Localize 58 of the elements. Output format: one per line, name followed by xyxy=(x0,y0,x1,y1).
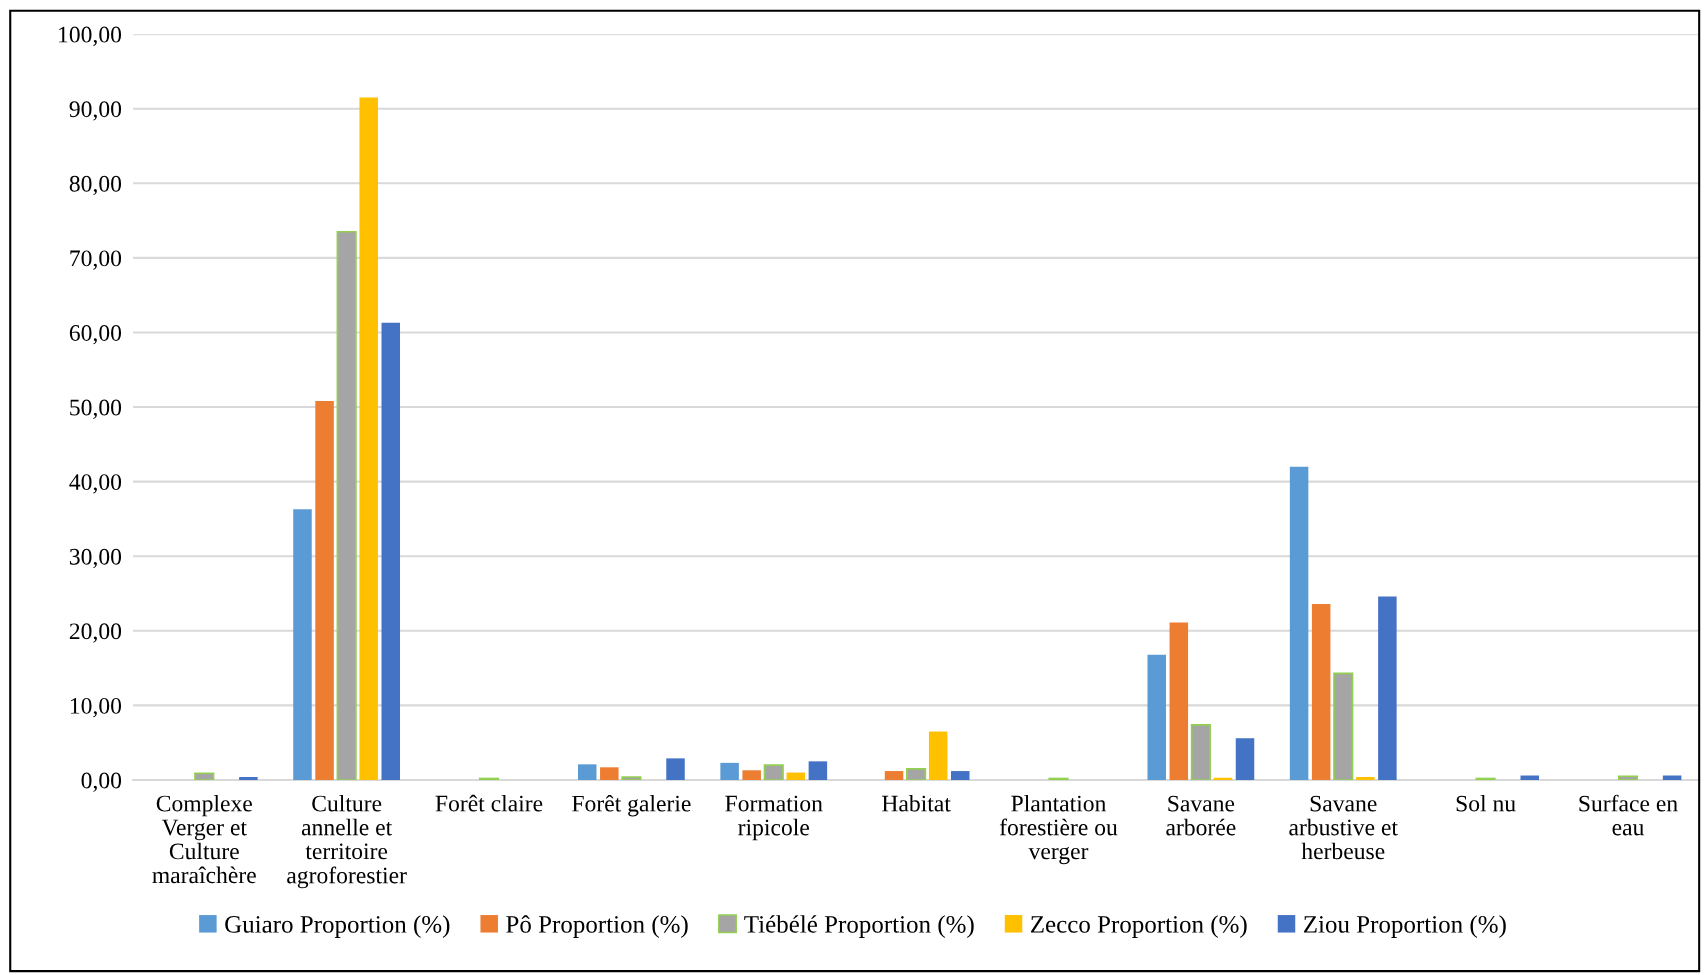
x-tick-label: Surface en eau xyxy=(1579,794,1678,836)
x-tick-label: Sol nu xyxy=(1456,794,1516,812)
x-tick-label: Forêt claire xyxy=(435,794,543,812)
y-tick-label: 100,00 xyxy=(59,26,122,46)
y-tick-label: 10,00 xyxy=(70,697,122,718)
legend-label: Pô Proportion (%) xyxy=(506,915,688,938)
x-tick-label: Habitat xyxy=(882,794,951,812)
y-tick-label: 80,00 xyxy=(69,175,122,196)
bar xyxy=(1378,596,1397,780)
x-tick-label: Savane arborée xyxy=(1166,795,1236,836)
bar xyxy=(906,767,927,780)
bar xyxy=(1169,622,1189,780)
y-tick-label: 40,00 xyxy=(69,474,122,494)
x-tick-label: Savane arbustive et herbeuse xyxy=(1289,795,1398,860)
legend-label: Guiaro Proportion (%) xyxy=(225,915,450,938)
bar xyxy=(194,772,215,780)
y-tick-label: 30,00 xyxy=(69,548,122,569)
bar xyxy=(1190,723,1211,780)
bar xyxy=(1311,603,1331,780)
y-tick-label: 90,00 xyxy=(69,101,122,121)
bar xyxy=(1235,738,1255,780)
bar xyxy=(1356,777,1375,780)
bar xyxy=(239,777,258,780)
bar xyxy=(951,771,970,780)
bar xyxy=(621,776,642,780)
y-tick-label: 20,00 xyxy=(69,623,122,643)
legend-label: Ziou Proportion (%) xyxy=(1303,915,1506,938)
bar xyxy=(808,761,828,780)
bar xyxy=(720,762,739,780)
bar xyxy=(742,770,761,780)
y-tick-label: 60,00 xyxy=(69,324,122,345)
legend-label: Tiébélé Proportion (%) xyxy=(744,915,974,938)
x-tick-label: Plantation forestière ou verger xyxy=(999,794,1118,865)
bar xyxy=(1147,654,1166,780)
x-tick-label: Culture annelle et territoire agroforestier xyxy=(287,794,407,889)
bar xyxy=(1520,775,1540,780)
y-tick-label: 0,00 xyxy=(81,772,122,792)
bar xyxy=(928,731,948,780)
bar xyxy=(786,772,806,780)
x-tick-label: Complexe Verger et Culture maraîchère xyxy=(152,794,256,884)
bar xyxy=(381,322,401,780)
y-tick-label: 70,00 xyxy=(70,250,122,270)
bar xyxy=(336,230,357,780)
bar xyxy=(666,758,685,780)
y-tick-label: 50,00 xyxy=(70,399,122,419)
bar xyxy=(1333,672,1354,780)
legend-label: Zecco Proportion (%) xyxy=(1030,915,1247,938)
bar xyxy=(763,764,784,780)
x-tick-label: Forêt galerie xyxy=(572,794,691,817)
bar xyxy=(1289,466,1309,780)
bar xyxy=(293,509,312,780)
x-tick-label: Formation ripicole xyxy=(725,795,823,841)
bar xyxy=(884,771,904,780)
bar xyxy=(1617,775,1639,780)
bar xyxy=(577,764,597,780)
bar xyxy=(315,401,334,780)
bar xyxy=(600,767,619,780)
bar xyxy=(359,97,378,780)
